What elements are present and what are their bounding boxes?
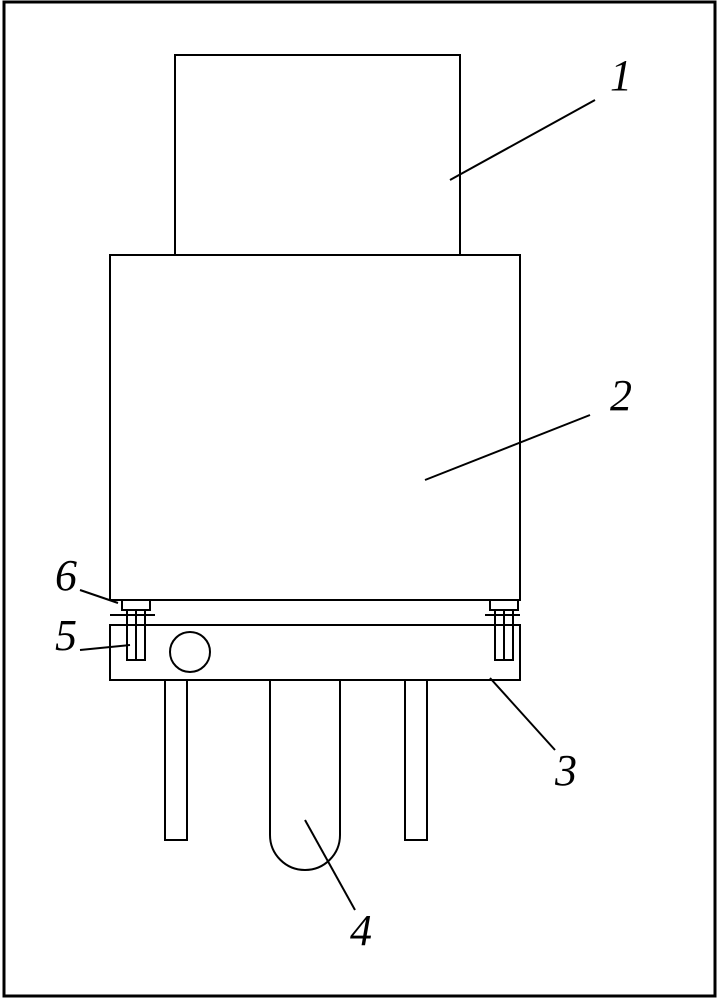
part-5-screw-left-head — [122, 600, 150, 610]
label-4: 4 — [350, 906, 372, 955]
part-4-tube — [270, 680, 340, 870]
part-1-top-block — [175, 55, 460, 255]
leader-4 — [305, 820, 355, 910]
leader-2 — [425, 415, 590, 480]
label-5: 5 — [55, 611, 77, 660]
screw-right-head — [490, 600, 518, 610]
base-hole-icon — [170, 632, 210, 672]
label-3: 3 — [554, 746, 577, 795]
pin-right — [405, 680, 427, 840]
part-3-base-plate — [110, 625, 520, 680]
label-1: 1 — [610, 51, 632, 100]
label-2: 2 — [610, 371, 632, 420]
leader-1 — [450, 100, 595, 180]
leader-5 — [80, 645, 130, 650]
label-6: 6 — [55, 551, 77, 600]
leader-6 — [80, 590, 118, 603]
pin-left — [165, 680, 187, 840]
leader-3 — [490, 678, 555, 750]
part-2-body — [110, 255, 520, 600]
